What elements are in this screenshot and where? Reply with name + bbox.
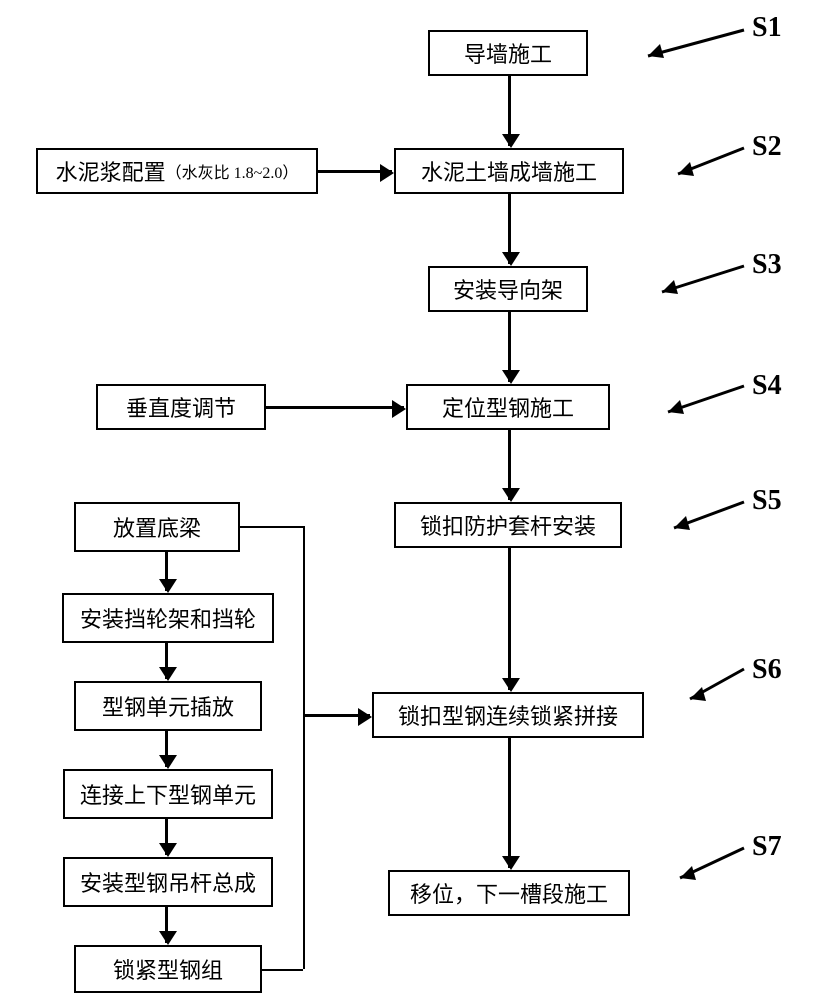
sub-0-text: 放置底梁	[113, 511, 201, 543]
s3-text: 安装导向架	[453, 273, 563, 305]
diag-s6	[680, 667, 746, 707]
arrow-s5-s6	[508, 548, 511, 690]
arrow-s2-s3	[508, 194, 511, 264]
arrow-sub-4-5	[165, 907, 168, 943]
arrow-sub-1-2	[165, 643, 168, 679]
s6-text: 锁扣型钢连续锁紧拼接	[398, 699, 618, 731]
label-s6: S6	[752, 654, 782, 686]
s7-text: 移位，下一槽段施工	[410, 877, 608, 909]
arrow-sub-0-1	[165, 552, 168, 591]
node-sub-0: 放置底梁	[74, 502, 240, 552]
label-s1: S1	[752, 12, 782, 44]
diag-s4	[656, 384, 746, 420]
s5-text: 锁扣防护套杆安装	[420, 509, 596, 541]
arrow-sub-s6	[303, 714, 370, 717]
node-sub-5: 锁紧型钢组	[74, 945, 262, 993]
diag-s1	[636, 28, 746, 64]
s4-input-main: 垂直度调节	[126, 391, 236, 423]
s4-text: 定位型钢施工	[442, 391, 574, 423]
s2-text: 水泥土墙成墙施工	[421, 155, 597, 187]
label-s7: S7	[752, 831, 782, 863]
node-sub-3: 连接上下型钢单元	[63, 769, 273, 819]
diag-s7	[670, 846, 746, 886]
arrow-s4-s5	[508, 430, 511, 500]
label-s3: S3	[752, 249, 782, 281]
conn-sub0-bus	[240, 526, 303, 528]
s1-text: 导墙施工	[464, 37, 552, 69]
node-s3: 安装导向架	[428, 266, 588, 312]
arrow-s1-s2	[508, 76, 511, 146]
diag-s3	[650, 264, 746, 300]
arrow-s3-s4	[508, 312, 511, 382]
arrow-s6-s7	[508, 738, 511, 868]
arrow-input-s2	[318, 170, 392, 173]
conn-bus-vert	[303, 526, 305, 969]
sub-4-text: 安装型钢吊杆总成	[80, 866, 256, 898]
sub-3-text: 连接上下型钢单元	[80, 778, 256, 810]
sub-5-text: 锁紧型钢组	[113, 953, 223, 985]
node-s1: 导墙施工	[428, 30, 588, 76]
label-s2: S2	[752, 131, 782, 163]
node-sub-2: 型钢单元插放	[74, 681, 262, 731]
node-sub-4: 安装型钢吊杆总成	[63, 857, 273, 907]
diag-s5	[662, 500, 746, 536]
arrow-input-s4	[266, 406, 404, 409]
sub-1-text: 安装挡轮架和挡轮	[80, 602, 256, 634]
node-s6: 锁扣型钢连续锁紧拼接	[372, 692, 644, 738]
sub-2-text: 型钢单元插放	[102, 690, 234, 722]
diag-s2	[666, 146, 746, 182]
arrow-sub-3-4	[165, 819, 168, 855]
label-s5: S5	[752, 485, 782, 517]
node-s7: 移位，下一槽段施工	[388, 870, 630, 916]
node-s4-input: 垂直度调节	[96, 384, 266, 430]
label-s4: S4	[752, 370, 782, 402]
s2-input-sub: （水灰比 1.8~2.0）	[166, 159, 299, 183]
s2-input-main: 水泥浆配置	[56, 155, 166, 187]
node-s4: 定位型钢施工	[406, 384, 610, 430]
node-sub-1: 安装挡轮架和挡轮	[62, 593, 274, 643]
node-s2: 水泥土墙成墙施工	[394, 148, 624, 194]
arrow-sub-2-3	[165, 731, 168, 767]
node-s2-input: 水泥浆配置 （水灰比 1.8~2.0）	[36, 148, 318, 194]
node-s5: 锁扣防护套杆安装	[394, 502, 622, 548]
conn-sub5-bus	[262, 969, 303, 971]
